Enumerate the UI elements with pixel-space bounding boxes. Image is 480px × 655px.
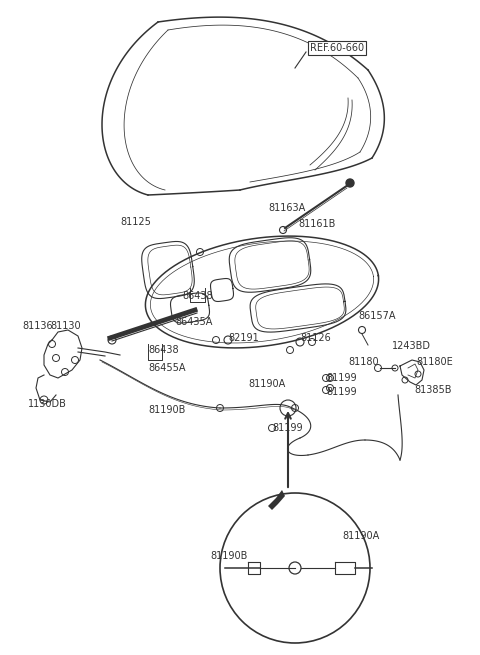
Text: 86157A: 86157A — [358, 311, 396, 321]
Circle shape — [346, 179, 354, 187]
Text: 86455A: 86455A — [148, 363, 185, 373]
Text: 86438: 86438 — [182, 291, 213, 301]
Text: 81199: 81199 — [326, 387, 357, 397]
Text: 81190A: 81190A — [248, 379, 285, 389]
Text: 81190B: 81190B — [210, 551, 247, 561]
Text: 81190A: 81190A — [342, 531, 379, 541]
Text: 86435A: 86435A — [175, 317, 212, 327]
Text: 82191: 82191 — [228, 333, 259, 343]
Text: 81180: 81180 — [348, 357, 379, 367]
Text: 81161B: 81161B — [298, 219, 336, 229]
Text: 81125: 81125 — [120, 217, 151, 227]
Text: 81130: 81130 — [50, 321, 81, 331]
Text: 81136: 81136 — [22, 321, 53, 331]
Text: 81199: 81199 — [326, 373, 357, 383]
Text: 81190B: 81190B — [148, 405, 185, 415]
Text: 81180E: 81180E — [416, 357, 453, 367]
Text: 1243BD: 1243BD — [392, 341, 431, 351]
Text: 81385B: 81385B — [414, 385, 452, 395]
Text: 86438: 86438 — [148, 345, 179, 355]
Text: 81199: 81199 — [272, 423, 302, 433]
Text: 81126: 81126 — [300, 333, 331, 343]
Text: REF.60-660: REF.60-660 — [310, 43, 364, 53]
Polygon shape — [268, 490, 285, 510]
Text: 1130DB: 1130DB — [28, 399, 67, 409]
Text: 81163A: 81163A — [268, 203, 305, 213]
